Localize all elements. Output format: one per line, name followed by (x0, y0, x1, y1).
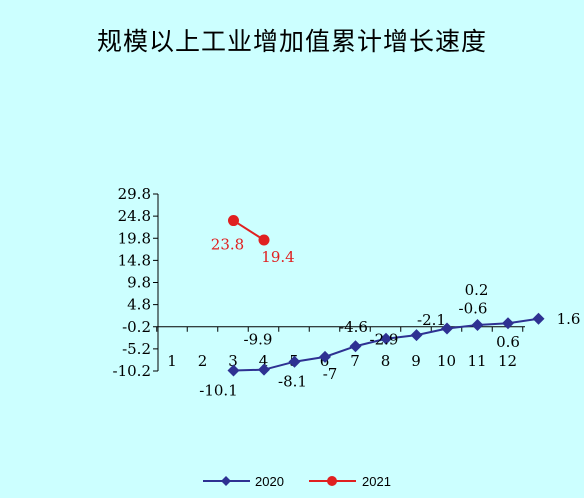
series-2020-data-label: -2.1 (417, 311, 446, 329)
x-tick-label: 8 (381, 352, 391, 370)
series-2020-point (502, 317, 514, 330)
y-tick-label: 24.8 (118, 207, 151, 225)
series-2020-point (227, 364, 240, 377)
y-tick-label: 29.8 (118, 185, 151, 203)
legend-2020-marker (221, 476, 231, 486)
series-2020-data-label: -7 (323, 365, 338, 383)
series-2020-point (288, 355, 301, 368)
y-tick-label: 4.8 (127, 296, 151, 314)
x-tick-label: 10 (437, 352, 456, 370)
y-tick-label: 9.8 (127, 274, 151, 292)
series-2020-data-label: -2.9 (370, 331, 399, 349)
series-2020-point (441, 322, 453, 335)
y-tick-label: -5.2 (122, 340, 151, 358)
series-2020-point (532, 312, 545, 325)
x-tick-label: 12 (498, 352, 517, 370)
x-tick-label: 1 (167, 352, 177, 370)
x-tick-label: 2 (198, 352, 208, 370)
y-tick-label: -10.2 (113, 362, 151, 380)
series-2020-data-label: 0.2 (465, 281, 489, 299)
legend-2020-label: 2020 (255, 474, 284, 489)
series-2020-point (471, 318, 484, 331)
series-2020-point (349, 340, 362, 353)
series-2020-point (380, 332, 392, 345)
series-2020-data-label: -4.6 (339, 318, 368, 336)
legend-2021-label: 2021 (362, 474, 391, 489)
series-2020-point (258, 363, 270, 376)
x-tick-label: 9 (411, 352, 421, 370)
legend-2021-marker (327, 476, 337, 486)
series-2021-data-label: 19.4 (261, 248, 294, 266)
series-2020-data-label: -8.1 (278, 373, 307, 391)
series-2020-data-label: 0.6 (496, 333, 520, 351)
y-tick-label: 14.8 (118, 251, 151, 269)
y-tick-label: 19.8 (118, 229, 151, 247)
series-2021-point (228, 215, 239, 227)
x-tick-label: 11 (467, 352, 486, 370)
x-tick-label: 3 (228, 352, 238, 370)
series-2020-point (319, 350, 331, 363)
series-2020-data-label: -0.6 (459, 300, 488, 318)
series-2020-data-label: -9.9 (244, 331, 273, 349)
series-2020-data-label: -10.1 (199, 382, 237, 400)
y-tick-label: -0.2 (122, 318, 151, 336)
series-2021-line (232, 219, 265, 241)
series-2021-point (258, 234, 270, 246)
chart-title: 规模以上工业增加值累计增长速度 (96, 27, 487, 56)
series-2020-point (410, 329, 423, 342)
series-2021-data-label: 23.8 (211, 236, 244, 254)
x-tick-label: 7 (350, 352, 360, 370)
series-2020-data-label: 1.6 (557, 310, 581, 328)
x-tick-label: 4 (259, 352, 269, 370)
